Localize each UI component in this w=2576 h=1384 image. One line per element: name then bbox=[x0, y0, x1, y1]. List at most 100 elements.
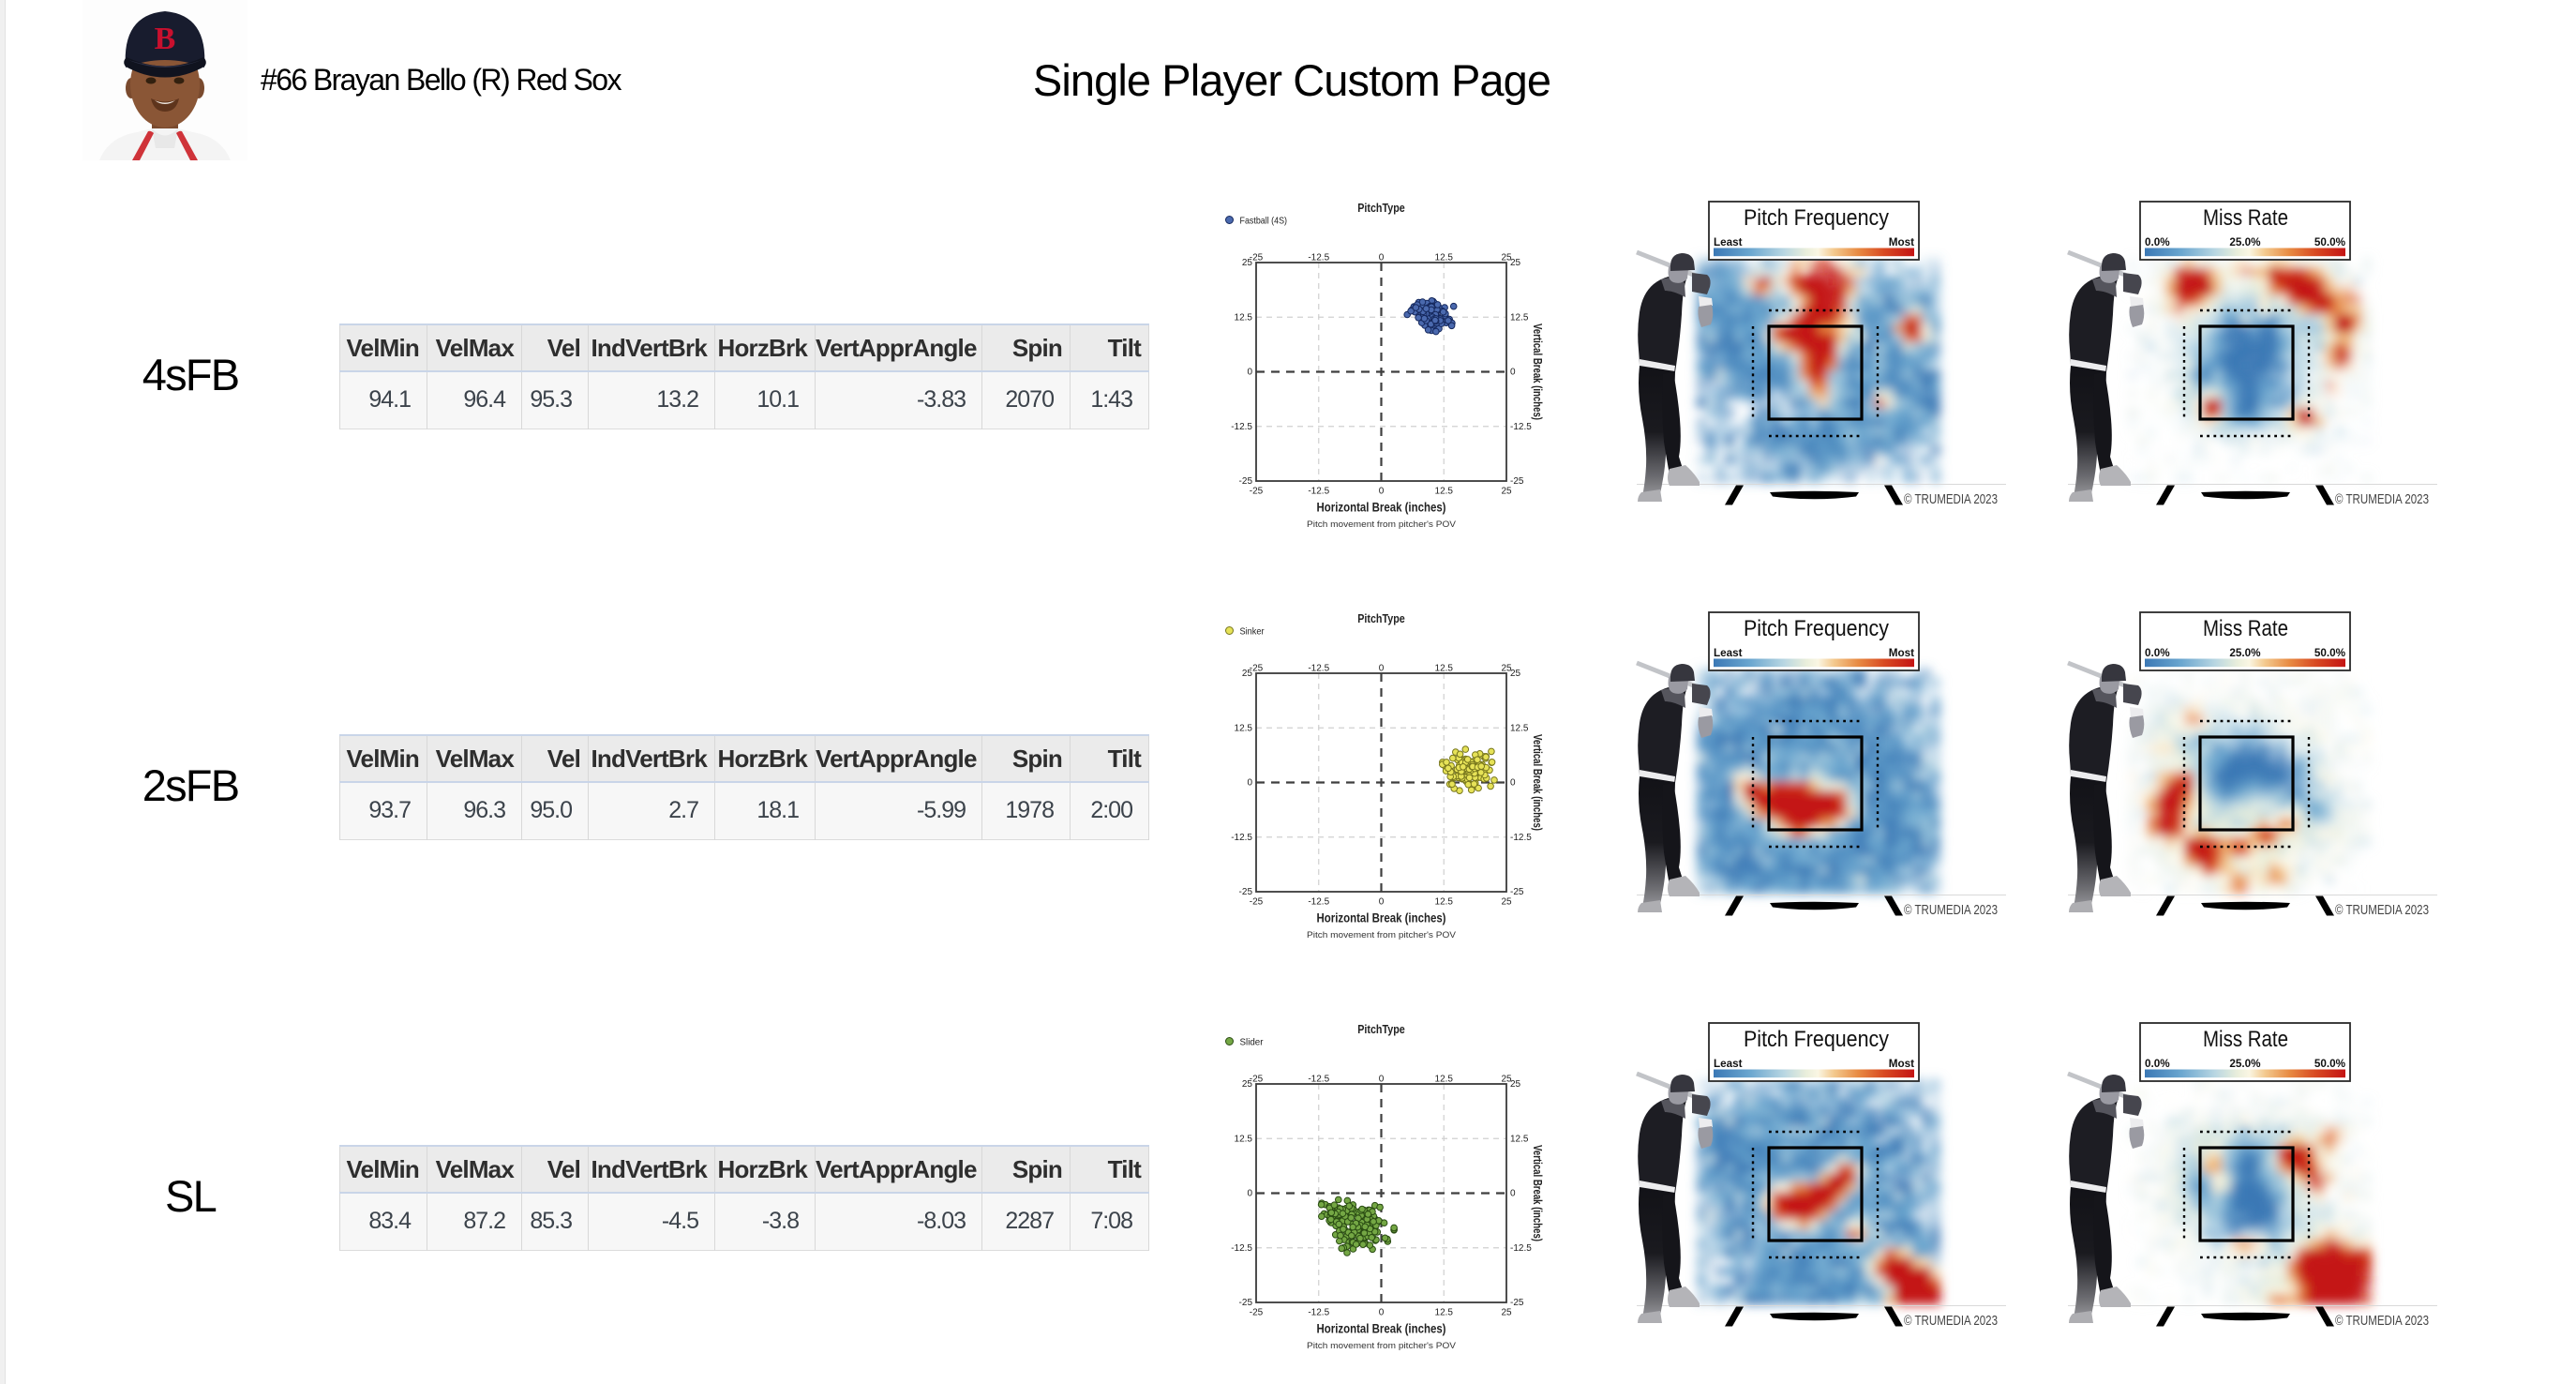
svg-text:25: 25 bbox=[1501, 664, 1512, 674]
svg-text:12.5: 12.5 bbox=[1235, 723, 1253, 733]
svg-text:0: 0 bbox=[1379, 1308, 1385, 1318]
svg-text:-12.5: -12.5 bbox=[1231, 1243, 1252, 1254]
svg-text:25: 25 bbox=[1510, 669, 1521, 679]
svg-text:Most: Most bbox=[1889, 647, 1914, 659]
svg-text:Pitch Frequency: Pitch Frequency bbox=[1744, 1027, 1889, 1052]
svg-text:Most: Most bbox=[1889, 1058, 1914, 1070]
svg-text:0: 0 bbox=[1510, 778, 1516, 789]
svg-text:PitchType: PitchType bbox=[1357, 611, 1405, 625]
svg-text:12.5: 12.5 bbox=[1435, 1075, 1454, 1085]
svg-text:-12.5: -12.5 bbox=[1308, 664, 1329, 674]
svg-text:Vertical Break (inches): Vertical Break (inches) bbox=[1531, 734, 1544, 831]
svg-text:Miss Rate: Miss Rate bbox=[2203, 616, 2288, 641]
svg-text:25.0%: 25.0% bbox=[2229, 236, 2261, 248]
svg-text:50.0%: 50.0% bbox=[2314, 647, 2346, 659]
svg-text:12.5: 12.5 bbox=[1435, 1308, 1454, 1318]
svg-text:-12.5: -12.5 bbox=[1510, 1243, 1532, 1254]
svg-text:25: 25 bbox=[1501, 487, 1512, 497]
svg-text:25: 25 bbox=[1242, 669, 1253, 679]
svg-text:25: 25 bbox=[1510, 258, 1521, 268]
svg-text:-25: -25 bbox=[1510, 887, 1524, 897]
svg-text:Miss Rate: Miss Rate bbox=[2203, 205, 2288, 231]
svg-text:Least: Least bbox=[1714, 647, 1743, 659]
svg-text:Pitch Frequency: Pitch Frequency bbox=[1744, 616, 1889, 641]
svg-text:12.5: 12.5 bbox=[1510, 1134, 1529, 1144]
svg-text:Horizontal Break (inches): Horizontal Break (inches) bbox=[1317, 1322, 1446, 1336]
svg-text:-12.5: -12.5 bbox=[1308, 1308, 1329, 1318]
svg-text:-25: -25 bbox=[1250, 1075, 1264, 1085]
svg-text:25.0%: 25.0% bbox=[2229, 1058, 2261, 1070]
svg-text:12.5: 12.5 bbox=[1235, 312, 1253, 323]
svg-text:-25: -25 bbox=[1250, 664, 1264, 674]
svg-text:12.5: 12.5 bbox=[1510, 312, 1529, 323]
svg-text:12.5: 12.5 bbox=[1435, 664, 1454, 674]
svg-text:25: 25 bbox=[1501, 253, 1512, 263]
svg-text:PitchType: PitchType bbox=[1357, 201, 1405, 215]
svg-text:-25: -25 bbox=[1250, 1308, 1264, 1318]
svg-text:© TRUMEDIA 2023: © TRUMEDIA 2023 bbox=[1904, 1314, 1998, 1329]
svg-text:50.0%: 50.0% bbox=[2314, 236, 2346, 248]
svg-text:0: 0 bbox=[1247, 1189, 1252, 1199]
svg-text:12.5: 12.5 bbox=[1435, 253, 1454, 263]
svg-text:25: 25 bbox=[1501, 897, 1512, 908]
svg-text:0: 0 bbox=[1510, 368, 1516, 378]
svg-text:12.5: 12.5 bbox=[1510, 723, 1529, 733]
svg-text:25: 25 bbox=[1501, 1075, 1512, 1085]
svg-text:-25: -25 bbox=[1239, 476, 1253, 487]
svg-text:Least: Least bbox=[1714, 236, 1743, 248]
svg-text:12.5: 12.5 bbox=[1235, 1134, 1253, 1144]
svg-text:-12.5: -12.5 bbox=[1308, 897, 1329, 908]
svg-text:Slider: Slider bbox=[1240, 1037, 1264, 1048]
svg-text:25: 25 bbox=[1242, 1079, 1253, 1090]
svg-text:Pitch movement from pitcher's: Pitch movement from pitcher's POV bbox=[1307, 930, 1457, 940]
svg-text:-12.5: -12.5 bbox=[1231, 422, 1252, 432]
svg-text:-25: -25 bbox=[1250, 253, 1264, 263]
svg-text:-12.5: -12.5 bbox=[1231, 833, 1252, 843]
svg-text:0: 0 bbox=[1379, 253, 1385, 263]
svg-text:© TRUMEDIA 2023: © TRUMEDIA 2023 bbox=[1904, 903, 1998, 918]
svg-text:-25: -25 bbox=[1510, 1298, 1524, 1308]
svg-text:Miss Rate: Miss Rate bbox=[2203, 1027, 2288, 1052]
svg-text:Fastball (4S): Fastball (4S) bbox=[1240, 216, 1288, 227]
svg-text:Horizontal Break (inches): Horizontal Break (inches) bbox=[1317, 501, 1446, 515]
svg-text:© TRUMEDIA 2023: © TRUMEDIA 2023 bbox=[2335, 1314, 2429, 1329]
svg-text:-12.5: -12.5 bbox=[1308, 487, 1329, 497]
svg-text:12.5: 12.5 bbox=[1435, 897, 1454, 908]
svg-text:-12.5: -12.5 bbox=[1510, 422, 1532, 432]
svg-text:0.0%: 0.0% bbox=[2145, 647, 2170, 659]
svg-text:0: 0 bbox=[1379, 897, 1385, 908]
svg-text:© TRUMEDIA 2023: © TRUMEDIA 2023 bbox=[1904, 492, 1998, 507]
svg-text:25: 25 bbox=[1501, 1308, 1512, 1318]
svg-text:-12.5: -12.5 bbox=[1308, 1075, 1329, 1085]
svg-text:PitchType: PitchType bbox=[1357, 1022, 1405, 1036]
svg-text:B: B bbox=[155, 22, 176, 56]
svg-text:0: 0 bbox=[1379, 664, 1385, 674]
svg-text:0.0%: 0.0% bbox=[2145, 236, 2170, 248]
svg-text:© TRUMEDIA 2023: © TRUMEDIA 2023 bbox=[2335, 903, 2429, 918]
svg-text:-25: -25 bbox=[1510, 476, 1524, 487]
svg-text:Horizontal Break (inches): Horizontal Break (inches) bbox=[1317, 911, 1446, 925]
svg-text:Most: Most bbox=[1889, 236, 1914, 248]
svg-text:0: 0 bbox=[1247, 778, 1252, 789]
svg-text:Pitch Frequency: Pitch Frequency bbox=[1744, 205, 1889, 231]
svg-text:Pitch movement from pitcher's: Pitch movement from pitcher's POV bbox=[1307, 519, 1457, 530]
svg-text:25: 25 bbox=[1510, 1079, 1521, 1090]
svg-text:0.0%: 0.0% bbox=[2145, 1058, 2170, 1070]
svg-text:Pitch movement from pitcher's: Pitch movement from pitcher's POV bbox=[1307, 1341, 1457, 1351]
svg-text:Vertical Break (inches): Vertical Break (inches) bbox=[1531, 1145, 1544, 1241]
svg-text:-25: -25 bbox=[1239, 887, 1253, 897]
svg-text:12.5: 12.5 bbox=[1435, 487, 1454, 497]
svg-text:50.0%: 50.0% bbox=[2314, 1058, 2346, 1070]
svg-text:0: 0 bbox=[1247, 368, 1252, 378]
svg-text:25.0%: 25.0% bbox=[2229, 647, 2261, 659]
svg-text:Vertical Break (inches): Vertical Break (inches) bbox=[1531, 323, 1544, 420]
svg-text:-12.5: -12.5 bbox=[1308, 253, 1329, 263]
svg-text:-25: -25 bbox=[1239, 1298, 1253, 1308]
svg-text:Sinker: Sinker bbox=[1240, 626, 1265, 638]
svg-text:-25: -25 bbox=[1250, 487, 1264, 497]
svg-text:0: 0 bbox=[1510, 1189, 1516, 1199]
svg-text:Least: Least bbox=[1714, 1058, 1743, 1070]
svg-text:0: 0 bbox=[1379, 1075, 1385, 1085]
svg-text:© TRUMEDIA 2023: © TRUMEDIA 2023 bbox=[2335, 492, 2429, 507]
svg-text:-12.5: -12.5 bbox=[1510, 833, 1532, 843]
